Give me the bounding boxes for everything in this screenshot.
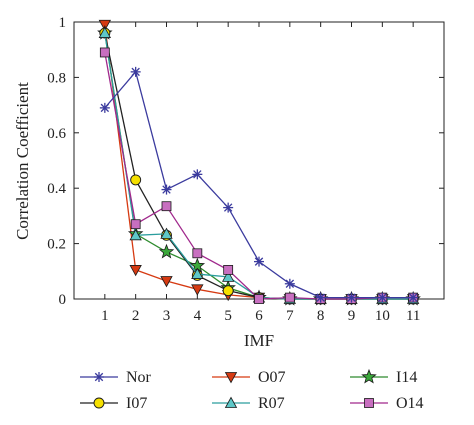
legend-label: O14 [396,395,424,412]
data-point-nor [377,292,388,303]
data-point-o14 [192,248,203,259]
legend-item-i14: I14 [350,368,417,386]
data-point-i07 [222,285,234,297]
data-point-o14 [254,294,264,304]
legend-marker-i14 [361,368,377,384]
data-point-r07 [221,270,235,282]
y-tick-label: 0.8 [47,70,66,86]
x-tick-label: 8 [317,308,325,324]
legend-item-nor: Nor [80,369,152,386]
data-point-nor [346,292,357,303]
data-point-r07 [129,228,142,241]
x-tick-label: 4 [194,308,202,324]
legend-label: Nor [126,369,152,386]
legend-marker-o07 [224,372,238,384]
y-tick-label: 0.2 [47,237,66,253]
legend-label: O07 [258,369,286,386]
x-tick-label: 11 [406,308,420,324]
x-tick-label: 9 [348,308,356,324]
data-point-nor [408,292,419,303]
data-point-i07 [130,174,142,186]
legend-label: I07 [126,395,147,412]
data-point-nor [315,292,326,303]
data-point-nor [130,66,141,77]
legend-marker-nor [94,372,104,382]
x-tick-label: 1 [101,308,109,324]
y-tick-label: 0 [59,292,67,308]
legend-marker-o14 [364,398,374,408]
y-axis-label: Correlation Coefficient [13,82,32,240]
data-point-nor [192,169,203,180]
legend-item-r07: R07 [212,395,285,412]
y-tick-label: 0.4 [47,181,66,197]
data-point-nor [284,278,295,289]
data-point-o07 [160,276,173,288]
x-tick-label: 5 [224,308,232,324]
data-point-nor [161,184,172,195]
legend: Nor O07 I14 I07 R07 O14 [80,368,424,412]
data-point-nor [223,202,234,213]
x-tick-label: 6 [255,308,263,324]
series-layer [97,19,421,306]
data-point-nor [254,256,264,267]
data-point-i14 [158,243,175,259]
legend-label: R07 [258,395,285,412]
x-axis-label: IMF [244,331,274,350]
x-tick-label: 3 [163,308,171,324]
x-axis: 1 2 3 4 5 6 7 8 9 10 11 [101,22,420,324]
y-axis: 0 0.2 0.4 0.6 0.8 1 [47,15,444,308]
data-point-o07 [191,284,204,296]
x-tick-label: 7 [286,308,294,324]
data-point-nor [99,102,110,113]
data-point-o14 [161,201,172,212]
legend-item-i07: I07 [80,395,147,412]
data-point-o14 [99,47,110,58]
legend-marker-i07 [93,397,105,409]
legend-item-o14: O14 [350,395,424,412]
y-tick-label: 1 [59,15,67,31]
legend-marker-r07 [224,396,238,408]
y-tick-label: 0.6 [47,126,66,142]
data-point-r07 [160,227,173,239]
x-tick-label: 2 [132,308,140,324]
data-point-r07 [98,26,112,38]
data-point-o14 [223,265,234,275]
data-point-o14 [284,292,295,303]
legend-label: I14 [396,369,417,386]
data-point-r07 [191,267,204,279]
data-point-o07 [129,265,142,277]
x-tick-label: 10 [375,308,390,324]
legend-item-o07: O07 [212,369,286,386]
data-point-o14 [130,219,141,230]
series-nor [99,66,419,303]
